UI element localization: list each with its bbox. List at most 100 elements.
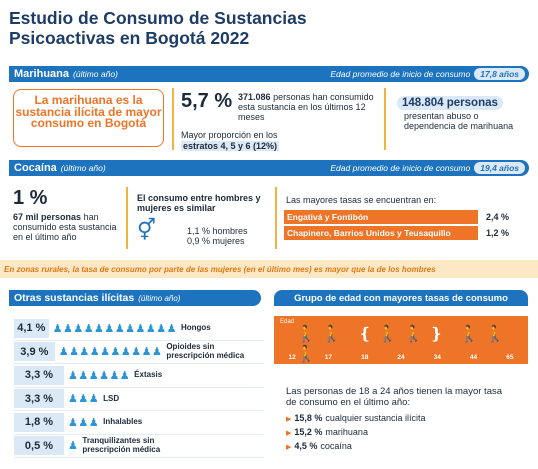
cocaina-rates-title: Las mayores tasas se encuentran en: — [286, 195, 437, 205]
bullet-icon: ▶ — [286, 416, 292, 423]
marihuana-header: Marihuana (último año) Edad promedio de … — [9, 66, 529, 82]
marihuana-abuse-count: 148.804 personas — [397, 96, 503, 110]
edad-bullet: ▶ 15,2 % marihuana — [286, 426, 528, 440]
person-icons: ♟ — [68, 440, 79, 453]
cocaina-people-text: han consumido esta sustancia en el últim… — [13, 212, 117, 242]
substance-pct: 3,3 % — [14, 365, 64, 385]
age-tick: 34 — [433, 354, 441, 361]
divider — [384, 88, 386, 150]
age-tick: 17 — [324, 354, 333, 361]
edad-bullet-label: marihuana — [325, 427, 368, 437]
bullet-icon: ▶ — [286, 430, 292, 437]
edad-panel: Grupo de edad con mayores tasas de consu… — [274, 290, 528, 454]
marihuana-prop: Mayor proporción en los estratos 4, 5 y … — [181, 130, 371, 152]
rural-note: En zonas rurales, la tasa de consumo por… — [0, 260, 538, 278]
divider — [275, 187, 277, 249]
otras-header: Otras sustancias ilícitas (último año) — [9, 290, 261, 306]
cocaina-tag: (último año) — [60, 163, 106, 173]
edad-bullet-value: 15,2 % — [294, 427, 323, 437]
substance-label: Éxtasis — [134, 370, 163, 379]
page-title-line2: Psicoactivas en Bogotá 2022 — [9, 28, 250, 48]
cocaina-title: Cocaína — [14, 162, 57, 174]
cocaina-age-label: Edad promedio de inicio de consumo — [330, 163, 471, 173]
cocaina-rate-value: 1,2 % — [486, 228, 510, 238]
age-tick: 12 — [288, 354, 296, 361]
substance-label: Inhalables — [103, 417, 143, 426]
cocaina-rate-row: Engativá y Fontibón 2,4 % — [284, 210, 524, 224]
substance-label: Hongos — [180, 323, 211, 332]
marihuana-highlight: La marihuana es la sustancia ilícita de … — [15, 93, 162, 130]
cocaina-gender-title: El consumo entre hombres y mujeres es si… — [137, 193, 261, 213]
age-tick: 24 — [397, 354, 405, 361]
cocaina-rate-value: 2,4 % — [486, 212, 510, 222]
marihuana-age-value: 17,8 años — [474, 68, 525, 80]
person-icons: ♟♟♟♟♟♟ — [68, 369, 131, 382]
people-icons: 🚶🚶 ❴🚶🚶❵ 🚶🚶🚶 — [296, 326, 512, 363]
cocaina-people: 67 mil personas han consumido esta susta… — [13, 212, 123, 242]
cocaina-rate-row: Chapinero, Barrios Unidos y Teusaquillo … — [284, 226, 524, 240]
edad-bullet-value: 4,5 % — [294, 441, 318, 451]
cocaina-rate-place: Chapinero, Barrios Unidos y Teusaquillo — [284, 226, 478, 240]
age-tick: 18 — [361, 354, 369, 361]
cocaina-age-value: 19,4 años — [474, 162, 525, 174]
age-tick: 44 — [469, 354, 478, 361]
marihuana-people-count: 371.086 — [238, 92, 271, 102]
divider — [172, 88, 174, 150]
cocaina-rates: Engativá y Fontibón 2,4 % Chapinero, Bar… — [284, 210, 524, 240]
substance-pct: 0,5 % — [14, 436, 64, 456]
cocaina-gender-values: 1,1 % hombres 0,9 % mujeres — [187, 226, 277, 246]
marihuana-prop-text: Mayor proporción en los — [181, 130, 278, 140]
marihuana-pct: 5,7 % — [181, 90, 233, 112]
marihuana-prop-highlight: estratos 4, 5 y 6 (12%) — [181, 141, 280, 151]
edad-bullet: ▶ 4,5 % cocaína — [286, 440, 528, 454]
person-icons: ♟♟♟♟♟♟♟♟♟♟ — [58, 346, 163, 359]
cocaina-header: Cocaína (último año) Edad promedio de in… — [9, 160, 529, 176]
marihuana-age-label: Edad promedio de inicio de consumo — [330, 69, 471, 79]
otras-title: Otras sustancias ilícitas — [14, 292, 135, 304]
age-tick: 65 — [506, 354, 514, 361]
cocaina-people-count: 67 mil personas — [13, 212, 82, 222]
substance-label: Opioides sin prescripción médica — [166, 342, 245, 360]
bullet-icon: ▶ — [286, 444, 292, 451]
cocaina-men: 1,1 % hombres — [187, 226, 248, 236]
marihuana-people: 371.086 personas han consumido esta sust… — [238, 92, 374, 122]
divider — [126, 187, 128, 249]
substance-row: 4,1 % ♟♟♟♟♟♟♟♟♟♟♟♟ Hongos — [14, 317, 264, 341]
edad-bullet-label: cualquier sustancia ilícita — [325, 413, 426, 423]
marihuana-highlight-box: La marihuana es la sustancia ilícita de … — [13, 89, 164, 147]
substance-label: LSD — [103, 393, 120, 403]
edad-bullet-value: 15,8 % — [294, 413, 323, 423]
substance-row: 0,5 % ♟ Tranquilizantes sin prescripción m… — [14, 435, 264, 458]
age-band: Edad 🚶🚶 ❴🚶🚶❵ 🚶🚶🚶 12 17 18 24 34 44 65 — [274, 316, 528, 364]
substance-row: 1,8 % ♟♟♟ Inhalables — [14, 411, 264, 435]
substance-label: Tranquilizantes sin prescripción médica — [82, 436, 161, 454]
substance-row: 3,3 % ♟♟♟ LSD — [14, 388, 264, 411]
page-title-line1: Estudio de Consumo de Sustancias — [9, 8, 307, 28]
substance-row: 3,9 % ♟♟♟♟♟♟♟♟♟♟ Opioides sin prescripción… — [14, 341, 264, 364]
substance-pct: 3,3 % — [14, 389, 64, 409]
edad-bullets: ▶ 15,8 % cualquier sustancia ilícita ▶ 15,2 … — [286, 412, 528, 454]
marihuana-people-text: personas han consumido esta sustancia en… — [238, 92, 374, 122]
marihuana-tag: (último año) — [73, 69, 118, 79]
cocaina-women: 0,9 % mujeres — [187, 236, 245, 246]
edad-bullet-label: cocaína — [320, 441, 352, 451]
age-axis-label: Edad — [280, 319, 295, 325]
person-icons: ♟♟♟ — [68, 416, 100, 429]
otras-tag: (último año) — [138, 293, 181, 303]
edad-title: Grupo de edad con mayores tasas de consu… — [274, 290, 528, 306]
substance-pct: 1,8 % — [14, 412, 64, 432]
edad-text: Las personas de 18 a 24 años tienen la m… — [286, 386, 503, 408]
marihuana-title: Marihuana — [14, 68, 70, 80]
otras-rows: 4,1 % ♟♟♟♟♟♟♟♟♟♟♟♟ Hongos 3,9 % ♟♟♟♟♟♟♟♟♟♟ Op… — [14, 317, 264, 458]
cocaina-pct: 1 % — [13, 187, 48, 209]
person-icons: ♟♟♟♟♟♟♟♟♟♟♟♟ — [52, 322, 177, 335]
cocaina-rate-place: Engativá y Fontibón — [284, 210, 478, 224]
person-icons: ♟♟♟ — [68, 393, 100, 406]
substance-row: 3,3 % ♟♟♟♟♟♟ Éxtasis — [14, 364, 264, 388]
substance-pct: 3,9 % — [14, 342, 55, 362]
age-ticks: 12 17 18 24 34 44 65 — [274, 354, 528, 361]
substance-pct: 4,1 % — [14, 318, 49, 338]
edad-bullet: ▶ 15,8 % cualquier sustancia ilícita — [286, 412, 528, 426]
gender-icon: ⚥ — [137, 219, 156, 242]
page-title: Estudio de Consumo de Sustancias Psicoac… — [9, 8, 429, 48]
